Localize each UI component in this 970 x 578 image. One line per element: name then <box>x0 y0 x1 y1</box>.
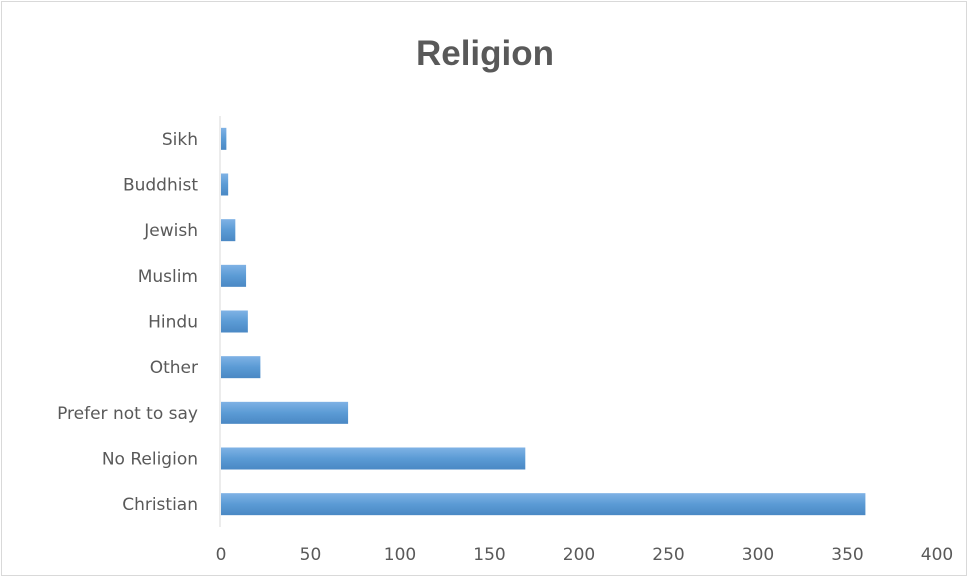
chart-title: Religion <box>415 34 555 73</box>
category-label: Jewish <box>143 221 198 241</box>
x-tick-label: 300 <box>742 545 774 565</box>
bar-other <box>221 356 261 379</box>
bar-jewish <box>221 219 236 242</box>
x-tick-label: 100 <box>384 545 416 565</box>
category-label: Hindu <box>148 313 198 333</box>
category-label: Prefer not to say <box>57 404 198 424</box>
bar-christian <box>221 493 866 516</box>
category-label: Sikh <box>162 130 198 150</box>
x-tick-label: 50 <box>300 545 322 565</box>
category-label: Buddhist <box>123 176 198 196</box>
category-label: No Religion <box>102 450 198 470</box>
category-label: Other <box>150 358 198 378</box>
bar-sikh <box>221 127 227 150</box>
x-tick-label: 400 <box>921 545 953 565</box>
category-label: Christian <box>122 495 198 515</box>
bar-no-religion <box>221 447 526 470</box>
x-tick-label: 0 <box>216 545 227 565</box>
bar-prefer-not-to-say <box>221 401 349 424</box>
category-label: Muslim <box>138 267 198 287</box>
bar-muslim <box>221 264 247 287</box>
bar-hindu <box>221 310 248 333</box>
x-tick-label: 200 <box>563 545 595 565</box>
x-tick-label: 250 <box>652 545 684 565</box>
x-tick-label: 350 <box>831 545 863 565</box>
bar-buddhist <box>221 173 229 196</box>
x-tick-label: 150 <box>473 545 505 565</box>
